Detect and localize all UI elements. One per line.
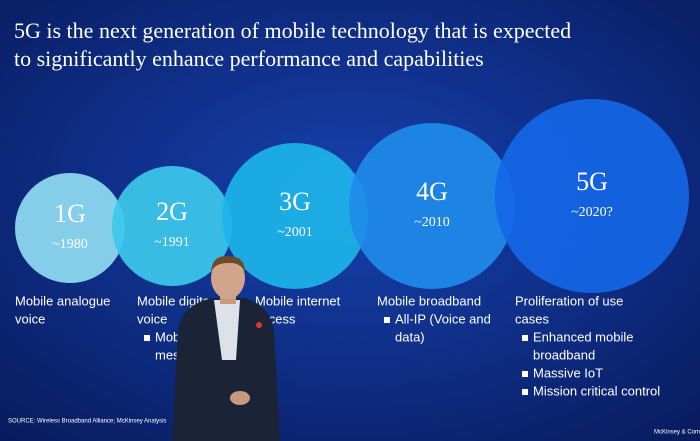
footer: McKinsey & Com <box>654 430 700 436</box>
generation-name: 3G <box>279 187 311 216</box>
generation-circle <box>15 173 125 283</box>
title: to significantly enhance performance and… <box>14 46 484 71</box>
bullet-text: Mission critical control <box>533 383 660 398</box>
description: Mobile internet <box>255 293 341 308</box>
generation-year: ~2001 <box>277 225 313 240</box>
bullet-text: Mobi <box>155 329 183 344</box>
generation-year: ~1991 <box>154 235 190 250</box>
description: cases <box>515 311 549 326</box>
generation-name: 5G <box>576 167 608 196</box>
description: Mobile broadband <box>377 293 481 308</box>
generation-year: ~2010 <box>414 215 450 230</box>
texts: 5G is the next generation of mobile tech… <box>8 18 700 436</box>
bullet <box>522 389 528 395</box>
description: Mobile analogue <box>15 293 110 308</box>
generation-circle <box>495 99 689 293</box>
description: voice <box>15 311 45 326</box>
description: Mobile digita <box>137 293 211 308</box>
description: Proliferation of use <box>515 293 623 308</box>
bullet-text: Massive IoT <box>533 365 603 380</box>
bullet <box>384 317 390 323</box>
bullet-text: All-IP (Voice and <box>395 311 491 326</box>
generation-circle <box>349 123 515 289</box>
generation-year: ~1980 <box>52 237 88 252</box>
bullet <box>144 335 150 341</box>
generation-name: 4G <box>416 177 448 206</box>
speaker <box>172 255 280 441</box>
bullet <box>522 335 528 341</box>
generation-name: 1G <box>54 199 86 228</box>
description: voice <box>137 311 167 326</box>
generation-year: ~2020? <box>571 205 613 220</box>
generation-circle <box>112 166 232 286</box>
bullet <box>522 371 528 377</box>
source: SOURCE: Wireless Broadband Alliance; McK… <box>8 419 166 425</box>
circles <box>15 99 689 293</box>
generation-name: 2G <box>156 197 188 226</box>
generation-circle <box>222 143 368 289</box>
title: 5G is the next generation of mobile tech… <box>14 18 571 43</box>
bullet-text: broadband <box>533 347 595 362</box>
bullet-text: Enhanced mobile <box>533 329 633 344</box>
bullet-text: data) <box>395 329 425 344</box>
bullet-text: mes <box>155 347 180 362</box>
